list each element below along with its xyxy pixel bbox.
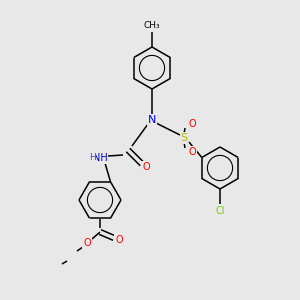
Text: S: S [180,133,188,143]
Text: O: O [188,119,196,129]
Text: O: O [142,162,150,172]
Text: O: O [115,235,123,245]
Text: O: O [83,238,91,248]
Text: N: N [148,115,156,125]
Text: NH: NH [93,153,107,163]
Text: Cl: Cl [215,206,225,216]
Text: H: H [88,154,95,163]
Text: O: O [188,147,196,157]
Text: CH₃: CH₃ [144,20,160,29]
